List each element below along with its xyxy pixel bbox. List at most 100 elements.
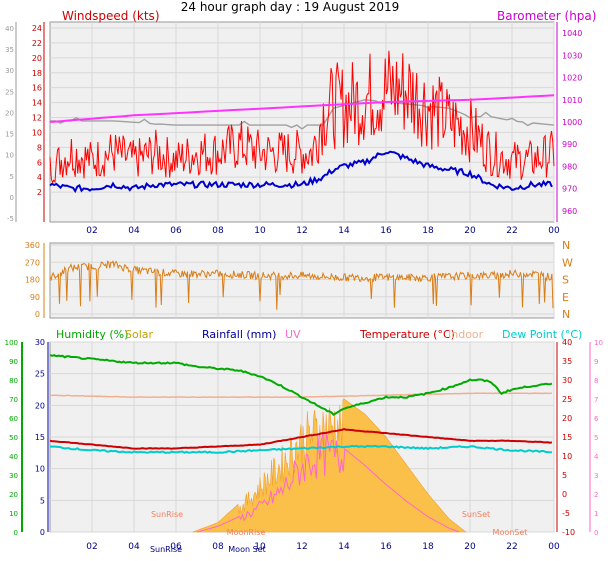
wind-x-tick-label: 00 bbox=[548, 226, 560, 236]
wind-tick-label: 22 bbox=[32, 39, 42, 48]
moonset-label: MoonSet bbox=[493, 528, 528, 537]
humidity-tick-label: 100 bbox=[5, 339, 18, 347]
temperature-tick-label: 15 bbox=[562, 433, 572, 442]
compass-label: W bbox=[562, 256, 573, 269]
uv-tick-label: 5 bbox=[594, 434, 598, 442]
temperature-tick-label: 10 bbox=[562, 452, 572, 461]
temps-x-tick-label: 18 bbox=[422, 542, 434, 552]
temps-x-tick-label: 06 bbox=[170, 542, 182, 552]
uv-tick-label: 9 bbox=[594, 358, 598, 366]
direction-tick-label: 90 bbox=[30, 293, 40, 302]
rainfall-tick-label: 20 bbox=[35, 401, 45, 410]
humidity-tick-label: 90 bbox=[9, 358, 18, 366]
temperature-tick-label: -10 bbox=[562, 528, 575, 537]
compass-label: S bbox=[562, 274, 569, 287]
temperature-tick-label: 5 bbox=[562, 471, 567, 480]
sunrise-marker-label: SunRise bbox=[150, 545, 182, 554]
humidity-tick-label: 0 bbox=[14, 529, 18, 537]
wind-left-label: Windspeed (kts) bbox=[62, 9, 160, 23]
wind-outer-tick-label: 10 bbox=[5, 152, 14, 160]
temps-axes: 0102030405060708090100051015202530-10-50… bbox=[5, 338, 603, 554]
temps-x-tick-label: 10 bbox=[254, 542, 266, 552]
baro-tick-label: 1010 bbox=[562, 96, 582, 105]
uv-tick-label: 7 bbox=[594, 396, 598, 404]
wind-outer-tick-label: -5 bbox=[7, 215, 14, 223]
humidity-tick-label: 10 bbox=[9, 510, 18, 518]
rainfall-tick-label: 25 bbox=[35, 370, 45, 379]
direction-series bbox=[49, 260, 554, 310]
wind-x-tick-label: 08 bbox=[212, 226, 224, 236]
temps-legend: Humidity (%)Solar Rainfall (mm) UV Temperat… bbox=[56, 328, 582, 341]
direction-tick-label: 0 bbox=[35, 310, 40, 319]
wind-axes: 02 04 06 08 10 12 14 16 18 20 22 00 -5 0 5 10 15 20 25 30 35… bbox=[5, 22, 582, 236]
wind-tick-label: 24 bbox=[32, 24, 42, 33]
temps-series: SunRise SunSet MoonRise MoonSet bbox=[49, 354, 553, 537]
uv-tick-label: 2 bbox=[594, 491, 598, 499]
humidity-tick-label: 30 bbox=[9, 472, 18, 480]
temperature-tick-label: 35 bbox=[562, 357, 572, 366]
legend-item: Humidity (%) bbox=[56, 328, 128, 341]
uv-tick-label: 1 bbox=[594, 510, 598, 518]
humidity-tick-label: 40 bbox=[9, 453, 18, 461]
temperature-tick-label: -5 bbox=[562, 509, 570, 518]
temps-x-tick-label: 22 bbox=[506, 542, 517, 552]
uv-tick-label: 8 bbox=[594, 377, 598, 385]
temps-x-tick-label: 04 bbox=[128, 542, 140, 552]
baro-tick-label: 1020 bbox=[562, 74, 582, 83]
rainfall-tick-label: 5 bbox=[40, 496, 45, 505]
wind-outer-tick-label: 40 bbox=[5, 25, 14, 33]
wind-tick-label: 14 bbox=[32, 99, 42, 108]
chart-title: 24 hour graph day : 19 August 2019 bbox=[181, 0, 400, 14]
wind-outer-tick-label: 20 bbox=[5, 109, 14, 117]
wind-series bbox=[49, 50, 555, 194]
wind-tick-label: 10 bbox=[32, 128, 42, 137]
direction-axes: 360 N 270 W 180 S 90 E 0 N bbox=[25, 239, 573, 321]
temps-x-tick-label: 12 bbox=[296, 542, 307, 552]
temperature-tick-label: 25 bbox=[562, 395, 572, 404]
wind-x-tick-label: 12 bbox=[296, 226, 307, 236]
uv-tick-label: 3 bbox=[594, 472, 598, 480]
uv-tick-label: 0 bbox=[594, 529, 598, 537]
temperature-line bbox=[49, 428, 553, 450]
wind-x-tick-label: 18 bbox=[422, 226, 434, 236]
compass-label: N bbox=[562, 239, 570, 252]
humidity-tick-label: 70 bbox=[9, 396, 18, 404]
rainfall-tick-label: 0 bbox=[40, 528, 45, 537]
wind-outer-tick-label: 15 bbox=[5, 131, 14, 139]
compass-label: E bbox=[562, 291, 569, 304]
baro-tick-label: 960 bbox=[562, 207, 577, 216]
wind-x-tick-label: 04 bbox=[128, 226, 140, 236]
wind-tick-label: 16 bbox=[32, 84, 42, 93]
direction-tick-label: 360 bbox=[25, 241, 40, 250]
direction-tick-label: 180 bbox=[25, 276, 40, 285]
temps-x-tick-label: 00 bbox=[548, 542, 560, 552]
legend-item: Indoor bbox=[448, 328, 484, 341]
wind-tick-label: 4 bbox=[37, 173, 42, 182]
legend-item: Solar bbox=[125, 328, 154, 341]
barometer-line bbox=[49, 94, 555, 123]
baro-tick-label: 1030 bbox=[562, 51, 582, 60]
baro-tick-label: 990 bbox=[562, 140, 577, 149]
wind-tick-label: 18 bbox=[32, 69, 42, 78]
uv-tick-label: 10 bbox=[594, 339, 603, 347]
wind-tick-label: 2 bbox=[37, 188, 42, 197]
temps-x-tick-label: 16 bbox=[380, 542, 392, 552]
temperature-tick-label: 30 bbox=[562, 376, 572, 385]
wind-outer-tick-label: 30 bbox=[5, 67, 14, 75]
wind-outer-tick-label: 5 bbox=[10, 173, 14, 181]
wind-outer-tick-label: 0 bbox=[10, 194, 14, 202]
baro-tick-label: 980 bbox=[562, 162, 577, 171]
wind-x-tick-label: 10 bbox=[254, 226, 266, 236]
temperature-tick-label: 40 bbox=[562, 338, 572, 347]
legend-item: Rainfall (mm) bbox=[202, 328, 276, 341]
moonset-marker-label: Moon Set bbox=[228, 545, 265, 554]
wind-x-tick-label: 14 bbox=[338, 226, 350, 236]
humidity-tick-label: 60 bbox=[9, 415, 18, 423]
legend-item: Dew Point (°C) bbox=[502, 328, 582, 341]
wind-tick-label: 12 bbox=[32, 114, 42, 123]
wind-outer-tick-label: 25 bbox=[5, 88, 14, 96]
rainfall-tick-label: 15 bbox=[35, 433, 45, 442]
temperature-tick-label: 0 bbox=[562, 490, 567, 499]
temps-x-tick-label: 08 bbox=[212, 542, 224, 552]
humidity-line bbox=[49, 354, 553, 416]
